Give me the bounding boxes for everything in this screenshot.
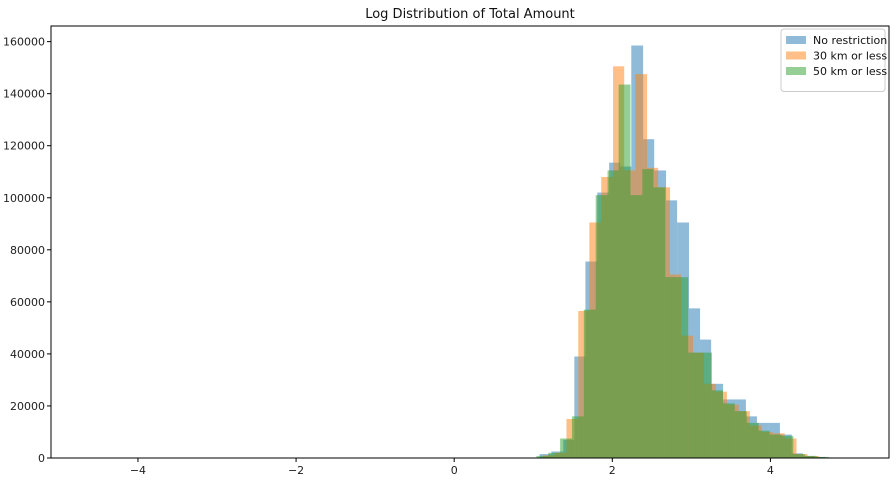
bar-series-2-bin-3 xyxy=(571,416,584,458)
legend-label: 50 km or less xyxy=(813,65,887,78)
x-tick-label: 2 xyxy=(609,464,616,477)
bar-series-2-bin-18 xyxy=(746,422,759,458)
legend-label: 30 km or less xyxy=(813,50,887,63)
y-tick-label: 20000 xyxy=(10,400,45,413)
bar-series-2-bin-0 xyxy=(536,455,549,458)
y-axis: 0 20000 40000 60000 80000 100000 120000 140000 1… xyxy=(3,36,51,465)
bar-series-2-bin-6 xyxy=(607,170,619,459)
x-tick-label: 4 xyxy=(767,464,774,477)
legend-swatch xyxy=(786,67,806,75)
bar-series-2-bin-8 xyxy=(630,195,643,459)
y-tick-label: 100000 xyxy=(3,192,45,205)
bar-series-2-bin-19 xyxy=(758,430,770,458)
y-tick-label: 60000 xyxy=(10,296,45,309)
legend: No restriction 30 km or less 50 km or less xyxy=(780,28,887,92)
bar-series-2-bin-12 xyxy=(676,277,689,458)
bar-series-2-bin-7 xyxy=(618,84,631,459)
y-tick-label: 160000 xyxy=(3,36,45,49)
y-tick-label: 80000 xyxy=(10,244,45,257)
bar-series-2-bin-4 xyxy=(583,309,596,458)
plot-frame xyxy=(50,25,890,459)
bar-series-2-bin-23 xyxy=(805,455,818,458)
y-tick-label: 0 xyxy=(38,452,45,465)
legend-box xyxy=(780,28,886,92)
legend-swatch xyxy=(786,36,806,44)
x-axis: −4 −2 0 2 4 xyxy=(130,458,774,477)
bar-series-2-bin-20 xyxy=(769,434,782,458)
bar-series-2-bin-22 xyxy=(793,454,806,458)
bar-series-2-bin-16 xyxy=(722,403,735,458)
legend-swatch xyxy=(786,51,806,60)
chart-title: Log Distribution of Total Amount xyxy=(365,7,575,22)
x-tick-label: −2 xyxy=(288,464,304,477)
bar-series-2-bin-10 xyxy=(653,187,666,458)
bar-series-2-bin-1 xyxy=(548,452,561,458)
y-tick-label: 120000 xyxy=(3,140,45,153)
bar-series-2-bin-15 xyxy=(711,390,723,458)
legend-label: No restriction xyxy=(813,34,887,47)
y-tick-label: 40000 xyxy=(10,348,45,361)
bar-series-2-bin-14 xyxy=(700,352,712,458)
bar-series-2-bin-11 xyxy=(665,277,677,458)
bar-series-2-bin-24 xyxy=(817,456,829,458)
y-tick-label: 140000 xyxy=(3,88,45,101)
bar-series-2-bin-17 xyxy=(734,411,747,458)
bar-series-2-bin-21 xyxy=(781,435,794,458)
bar-series-2-bin-13 xyxy=(688,352,701,458)
x-tick-label: −4 xyxy=(130,464,146,477)
bar-series-2-bin-2 xyxy=(560,438,572,458)
bars-layer xyxy=(536,45,852,459)
bar-series-2-bin-5 xyxy=(595,195,608,459)
bar-series-2-bin-9 xyxy=(642,169,654,459)
x-tick-label: 0 xyxy=(451,464,458,477)
